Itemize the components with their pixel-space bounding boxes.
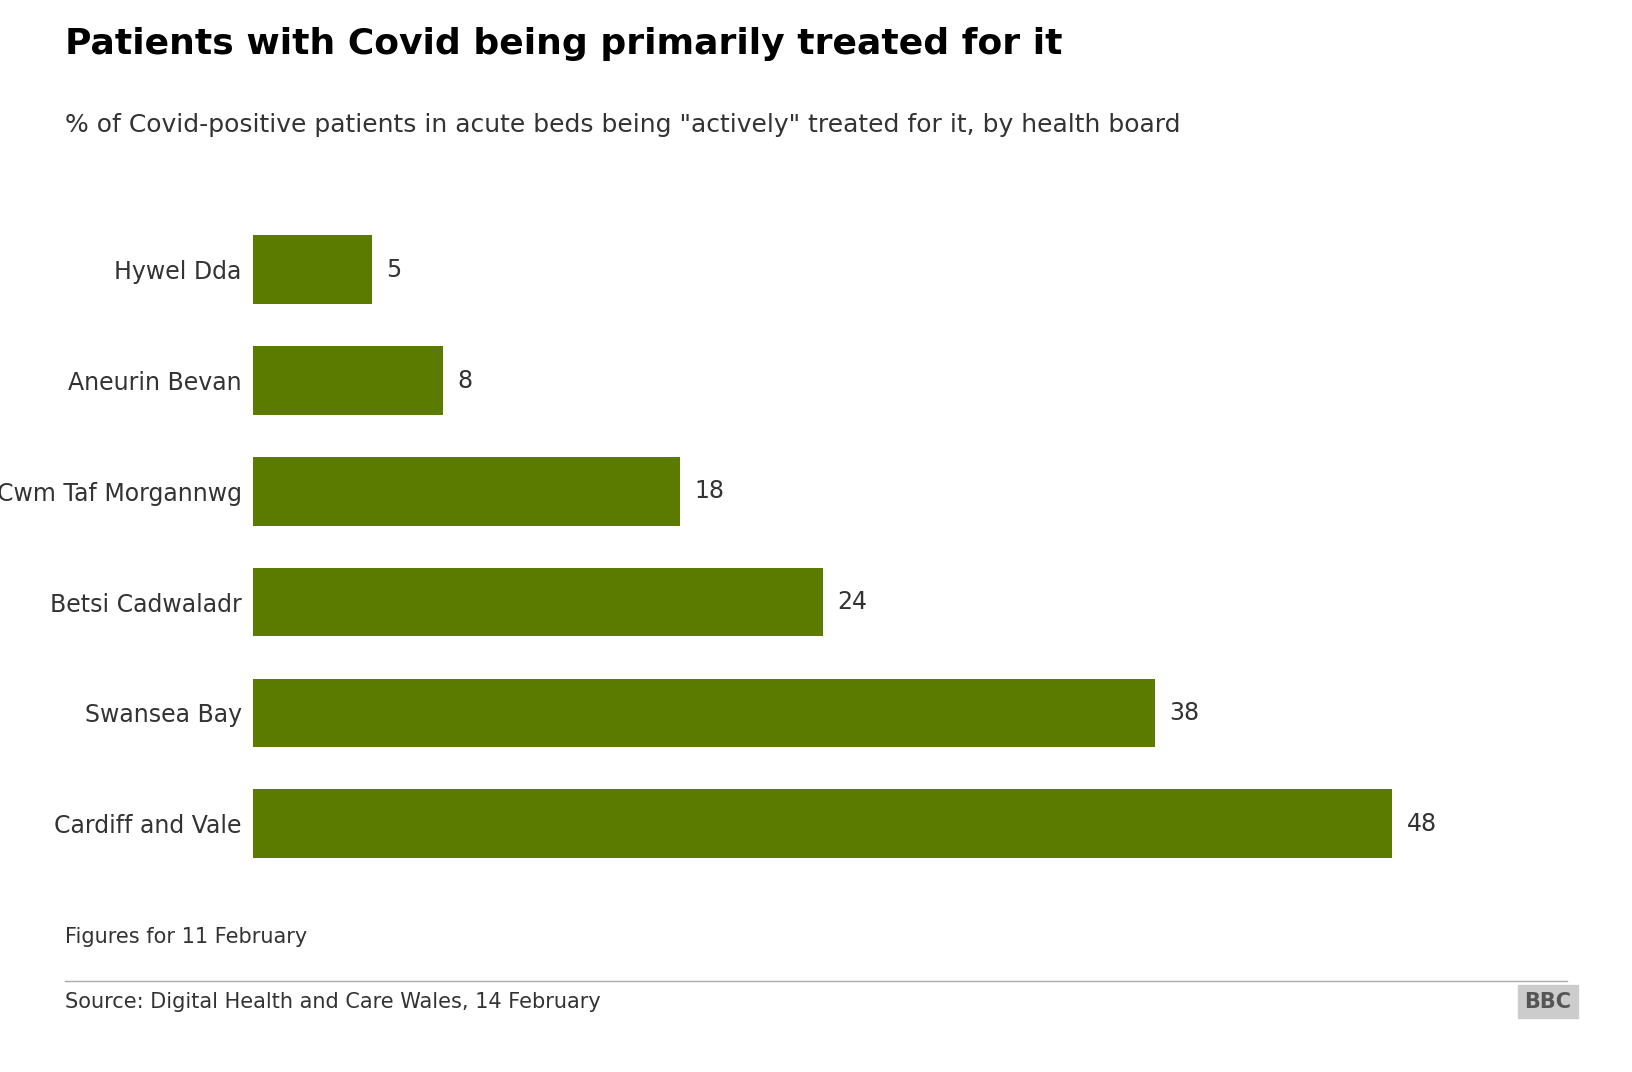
Text: 8: 8 — [457, 369, 472, 392]
Text: Patients with Covid being primarily treated for it: Patients with Covid being primarily trea… — [65, 27, 1062, 61]
Text: BBC: BBC — [1524, 992, 1572, 1012]
Bar — [253, 457, 681, 525]
Text: % of Covid-positive patients in acute beds being "actively" treated for it, by h: % of Covid-positive patients in acute be… — [65, 113, 1182, 136]
Text: 24: 24 — [837, 590, 867, 614]
Text: Figures for 11 February: Figures for 11 February — [65, 927, 307, 948]
Bar — [253, 236, 372, 304]
Bar — [253, 346, 442, 415]
Text: 38: 38 — [1169, 701, 1200, 725]
Text: 5: 5 — [385, 257, 401, 282]
Bar — [253, 568, 823, 637]
Bar — [253, 679, 1155, 747]
Bar — [253, 789, 1392, 858]
Text: 48: 48 — [1407, 812, 1436, 836]
Text: 18: 18 — [695, 479, 725, 504]
Text: Source: Digital Health and Care Wales, 14 February: Source: Digital Health and Care Wales, 1… — [65, 992, 601, 1012]
